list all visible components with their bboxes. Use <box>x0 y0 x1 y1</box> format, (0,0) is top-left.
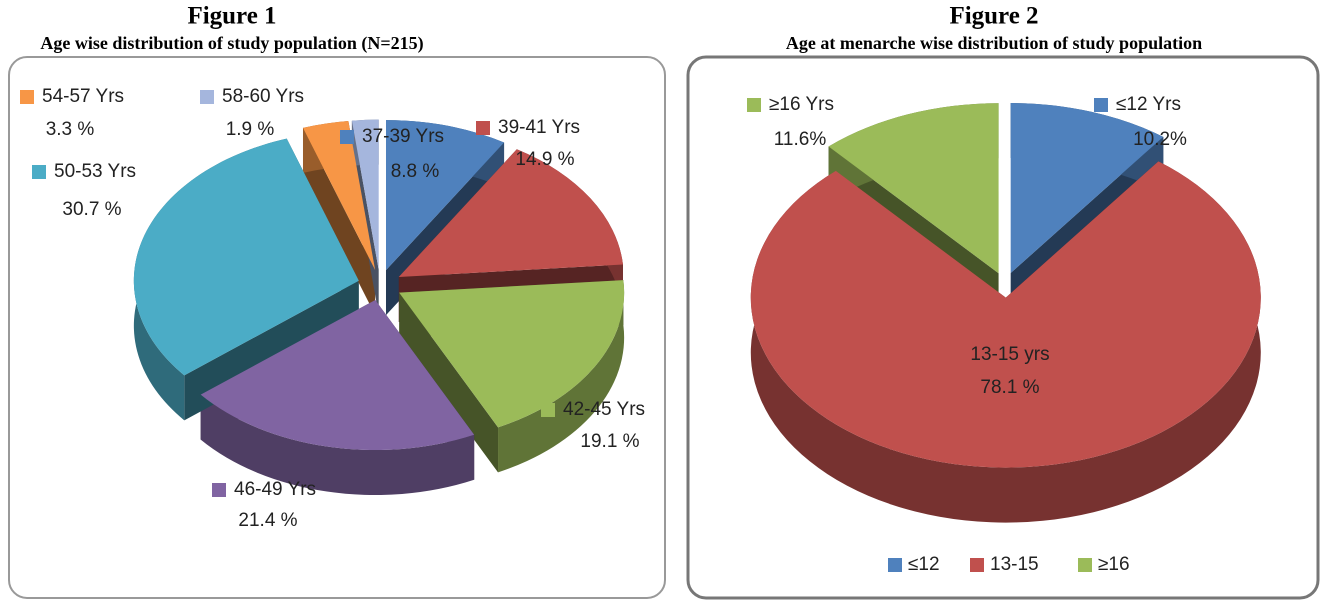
label-swatch <box>747 98 761 112</box>
slice-side <box>398 149 623 322</box>
chart-title: Figure 1 <box>187 3 276 30</box>
value-label: 30.7 % <box>62 199 121 220</box>
label-swatch <box>212 483 226 497</box>
chart-subtitle: Age wise distribution of study populatio… <box>40 33 423 54</box>
slice <box>133 138 359 376</box>
value-label: 8.8 % <box>391 161 440 182</box>
slice <box>200 300 475 451</box>
category-label: 37-39 Yrs <box>362 126 444 147</box>
category-label: 39-41 Yrs <box>498 117 580 138</box>
value-label: 1.9 % <box>226 119 275 140</box>
slice-wall <box>200 394 475 496</box>
chart-subtitle: Age at menarche wise distribution of stu… <box>786 33 1202 53</box>
category-label: 50-53 Yrs <box>54 161 136 182</box>
slice <box>351 119 379 270</box>
legend-label: 13-15 <box>990 554 1039 575</box>
label-swatch <box>476 121 490 135</box>
value-label: 21.4 % <box>238 510 297 531</box>
label-swatch <box>200 90 214 104</box>
value-label: 78.1 % <box>980 377 1039 398</box>
label-swatch <box>20 90 34 104</box>
label-swatch <box>541 403 555 417</box>
legend-swatch <box>1078 558 1092 572</box>
frame <box>8 56 666 599</box>
category-label: 58-60 Yrs <box>222 86 304 107</box>
category-label: 42-45 Yrs <box>563 399 645 420</box>
category-label: ≤12 Yrs <box>1116 94 1181 115</box>
slice <box>828 103 999 274</box>
slice <box>1010 103 1164 274</box>
slice <box>398 149 623 277</box>
category-label: 13-15 yrs <box>970 344 1049 365</box>
value-label: 11.6% <box>774 129 827 150</box>
label-swatch <box>32 165 46 179</box>
chart-title: Figure 2 <box>949 3 1038 30</box>
slice <box>302 121 376 270</box>
slice-wall <box>498 280 625 473</box>
legend-swatch <box>888 558 902 572</box>
slice <box>750 161 1261 468</box>
category-label: ≥16 Yrs <box>769 94 834 115</box>
label-swatch <box>340 130 354 144</box>
legend-label: ≤12 <box>908 554 940 575</box>
slice <box>399 280 625 428</box>
category-label: 46-49 Yrs <box>234 479 316 500</box>
value-label: 3.3 % <box>46 119 95 140</box>
legend-label: ≥16 <box>1098 554 1130 575</box>
label-swatch <box>1094 98 1108 112</box>
slice-side <box>302 121 376 315</box>
value-label: 14.9 % <box>515 149 574 170</box>
value-label: 10.2% <box>1133 129 1187 150</box>
value-label: 19.1 % <box>580 431 639 452</box>
category-label: 54-57 Yrs <box>42 86 124 107</box>
slice <box>385 120 505 271</box>
frame <box>686 55 1320 600</box>
legend-swatch <box>970 558 984 572</box>
